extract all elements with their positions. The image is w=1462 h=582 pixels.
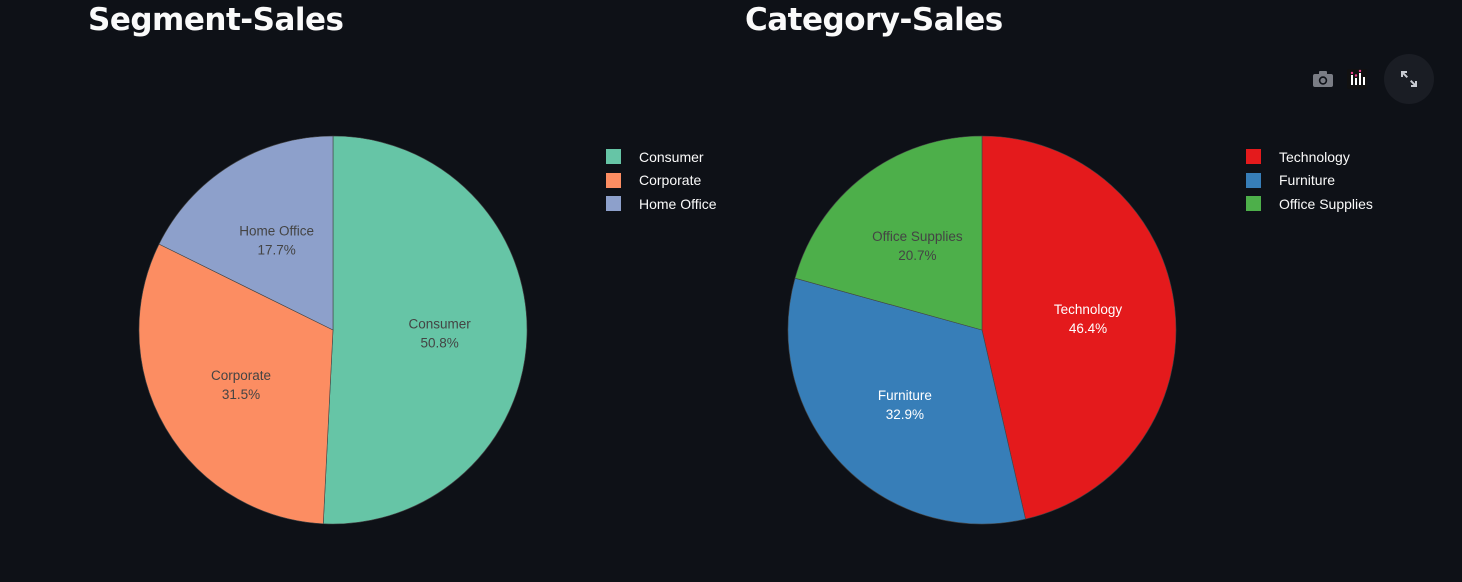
pie-slice-office-supplies[interactable] [794, 135, 983, 331]
legend-swatch [1246, 149, 1261, 165]
category-sales-legend: Technology Furniture Office Supplies [1246, 145, 1373, 216]
legend-label: Corporate [639, 172, 702, 189]
pie-slice-corporate[interactable] [138, 243, 334, 525]
legend-item-furniture[interactable]: Furniture [1246, 169, 1373, 193]
slice-label: Office Supplies 20.7% [872, 229, 963, 263]
category-sales-title: Category-Sales [745, 2, 1003, 38]
legend-swatch [606, 172, 621, 188]
legend-item-consumer[interactable]: Consumer [606, 145, 717, 169]
pie-slice-furniture[interactable] [787, 277, 1026, 525]
fullscreen-button[interactable] [1384, 54, 1434, 104]
legend-label: Furniture [1279, 172, 1336, 189]
fullscreen-icon [1401, 71, 1417, 87]
download-png-button[interactable] [1306, 62, 1340, 96]
slice-label: Technology 46.4% [1054, 302, 1123, 336]
legend-label: Technology [1279, 148, 1350, 165]
legend-label: Office Supplies [1279, 195, 1373, 212]
legend-label: Home Office [639, 195, 717, 212]
slice-label: Home Office 17.7% [239, 223, 314, 257]
chart-toolbar [1306, 54, 1434, 104]
legend-item-corporate[interactable]: Corporate [606, 169, 717, 193]
legend-item-office-supplies[interactable]: Office Supplies [1246, 192, 1373, 216]
legend-swatch [606, 196, 621, 212]
slice-label: Consumer 50.8% [409, 317, 472, 351]
plotly-logo-button[interactable] [1340, 62, 1374, 96]
legend-swatch [1246, 196, 1261, 212]
slice-label: Furniture 32.9% [878, 388, 932, 422]
segment-sales-title: Segment-Sales [88, 2, 344, 38]
slice-label: Corporate 31.5% [211, 368, 271, 402]
pie-slice-home-office[interactable] [158, 135, 334, 331]
legend-label: Consumer [639, 148, 704, 165]
legend-swatch [1246, 172, 1261, 188]
camera-icon [1313, 71, 1333, 87]
pie-slice-consumer[interactable] [322, 135, 528, 525]
bar-chart-icon [1347, 69, 1367, 89]
legend-item-technology[interactable]: Technology [1246, 145, 1373, 169]
legend-swatch [606, 149, 621, 165]
segment-sales-legend: Consumer Corporate Home Office [606, 145, 717, 216]
legend-item-home-office[interactable]: Home Office [606, 192, 717, 216]
pie-slice-technology[interactable] [981, 135, 1177, 520]
